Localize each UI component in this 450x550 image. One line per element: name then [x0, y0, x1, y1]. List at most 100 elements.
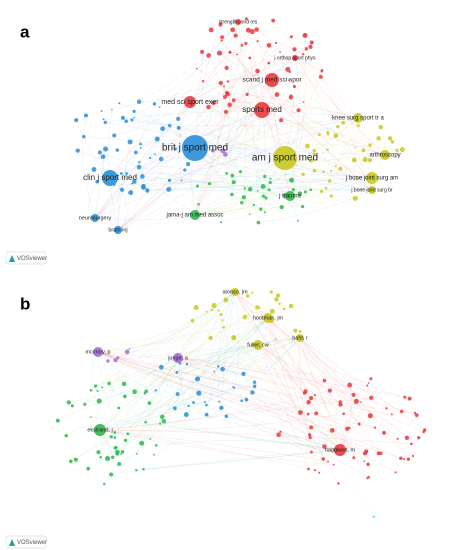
node [232, 335, 236, 338]
node [224, 65, 229, 71]
edge [160, 423, 341, 451]
node [173, 147, 177, 151]
edge [299, 337, 311, 438]
node [265, 73, 279, 87]
edge [213, 102, 359, 119]
node [376, 136, 381, 141]
node-label: arthroscopy [369, 153, 400, 159]
node [220, 35, 225, 40]
edge [163, 421, 341, 451]
edge [77, 150, 196, 216]
edge [114, 357, 179, 438]
edge [234, 291, 341, 405]
edge [339, 401, 357, 451]
node [64, 433, 68, 438]
logo-box [5, 251, 47, 265]
node [345, 426, 350, 431]
edge [122, 357, 179, 453]
node [353, 113, 363, 123]
node [256, 189, 259, 192]
node [222, 94, 227, 99]
edge [99, 390, 330, 431]
node [180, 179, 183, 182]
edge [117, 96, 226, 231]
node-label: knee surg sport tr a [332, 116, 384, 122]
edge [271, 79, 341, 169]
node [144, 389, 149, 394]
node [130, 118, 134, 122]
edge [144, 344, 259, 394]
node [352, 195, 358, 201]
node [75, 148, 80, 153]
edge [177, 305, 215, 359]
node [128, 190, 134, 196]
node [153, 453, 155, 456]
node [246, 294, 250, 298]
edge [257, 41, 296, 60]
edge [97, 351, 309, 415]
node [399, 456, 403, 460]
node [376, 451, 381, 456]
node-label: scand j med sci spor [242, 77, 302, 84]
node [302, 53, 305, 56]
node [213, 370, 216, 373]
node-label: fuller, cw [247, 342, 268, 348]
node [303, 190, 307, 194]
edge [206, 317, 269, 406]
edge [126, 21, 239, 122]
node [126, 432, 130, 436]
node [94, 424, 106, 436]
edge [256, 109, 267, 199]
edge [114, 357, 179, 433]
edge [189, 101, 312, 161]
node [279, 204, 284, 210]
edge [229, 52, 373, 179]
node [322, 170, 325, 173]
edge [99, 390, 156, 431]
node [183, 412, 189, 418]
edge [222, 337, 301, 370]
node [390, 140, 395, 144]
node [263, 211, 267, 214]
node [138, 161, 141, 164]
node [166, 186, 172, 192]
node [135, 469, 138, 472]
node [192, 401, 195, 404]
edge [237, 21, 258, 191]
edge [299, 331, 341, 451]
node [404, 435, 410, 440]
edge [194, 147, 303, 207]
edge [267, 317, 317, 414]
edge [109, 166, 185, 179]
node [367, 158, 372, 163]
node [406, 457, 411, 461]
node [132, 109, 136, 113]
node [297, 219, 300, 222]
node [219, 313, 223, 317]
node [139, 142, 142, 146]
edge [294, 57, 371, 146]
edge [130, 101, 191, 193]
node [296, 108, 301, 113]
node [254, 27, 259, 32]
edge [108, 109, 119, 231]
node [274, 92, 280, 97]
edge [178, 21, 239, 120]
node [362, 156, 368, 163]
node [309, 40, 314, 45]
node [243, 187, 246, 190]
node [292, 47, 297, 52]
edge [256, 29, 291, 197]
node [159, 414, 165, 420]
edge [94, 204, 254, 220]
node [132, 389, 138, 395]
node [255, 68, 260, 74]
node [312, 168, 317, 173]
node [113, 436, 117, 439]
node [145, 188, 149, 191]
node [293, 328, 298, 333]
node [224, 414, 229, 419]
node [410, 442, 413, 446]
node [226, 80, 230, 83]
node [116, 356, 120, 360]
